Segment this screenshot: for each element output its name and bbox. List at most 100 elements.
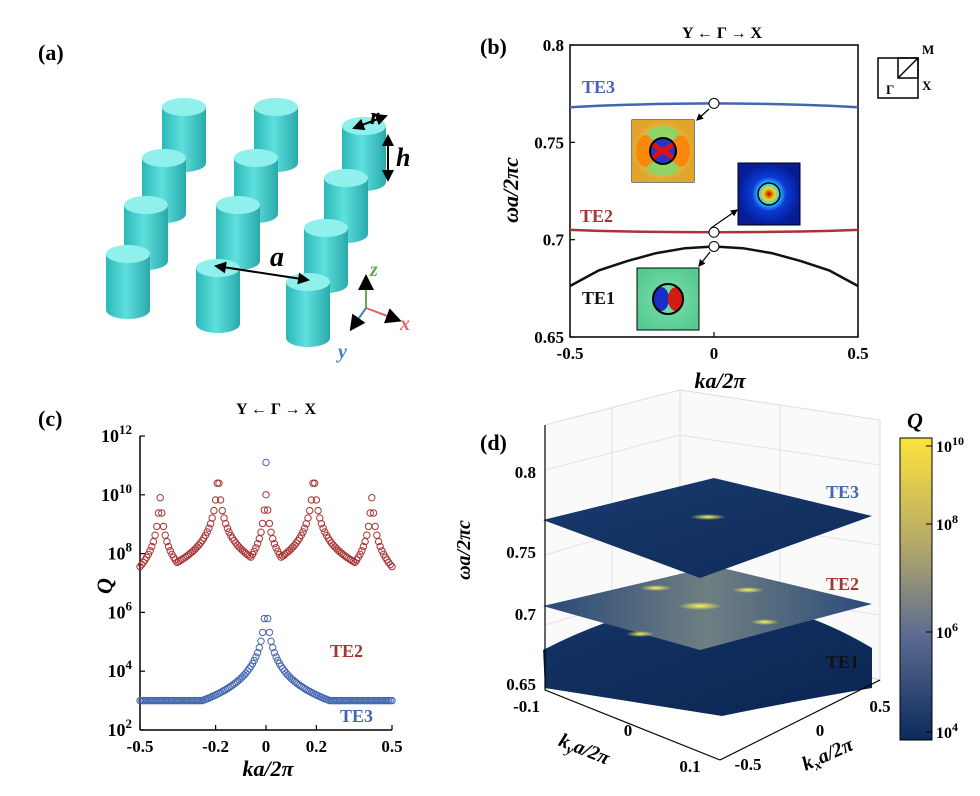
- cylinder-top: [342, 117, 386, 135]
- height-label: h: [396, 143, 410, 172]
- c-ytick-label-5: 102: [108, 716, 133, 740]
- c-point-te2: [245, 552, 253, 560]
- c-point-te2: [154, 509, 163, 517]
- te2-label-b: TE2: [580, 206, 613, 226]
- c-point-te2: [208, 514, 216, 522]
- c-point-te2: [161, 531, 169, 539]
- c-point-te2: [255, 535, 263, 543]
- c-point-te2: [306, 506, 314, 515]
- c-xtick-label-2: 0: [262, 737, 271, 756]
- c-xtick-label-1: -0.2: [202, 737, 229, 756]
- te1-field-inset: [636, 267, 700, 331]
- radius-label: r: [370, 104, 380, 130]
- lattice-constant-label: a: [270, 242, 284, 273]
- c-point-te2: [299, 528, 307, 536]
- bz-gamma-label: Γ: [886, 82, 894, 97]
- c-xtick-label-4: 0.5: [381, 737, 402, 756]
- c-point-te2: [366, 509, 374, 517]
- c-ytick-label-1: 1010: [101, 481, 132, 505]
- ylabel-d: kya/2π: [555, 729, 614, 772]
- c-point-te2: [216, 496, 225, 504]
- b-ytick-label-3: 0.8: [543, 36, 564, 55]
- c-point-te2: [314, 506, 322, 515]
- kx-tick-2: -0.5: [735, 755, 762, 774]
- c-xtick-label-3: 0.2: [306, 737, 327, 756]
- c-point-te2: [260, 506, 268, 514]
- cylinder-top: [234, 149, 278, 167]
- c-point-te3: [260, 614, 268, 623]
- c-point-te3: [270, 649, 279, 657]
- c-point-te2: [319, 524, 327, 532]
- panel-label-d: (d): [480, 430, 507, 455]
- kx-tick-1: 0: [816, 721, 825, 740]
- te1-label-d: TE1: [826, 652, 859, 672]
- cylinder-side: [286, 282, 330, 347]
- c-point-te2: [304, 514, 312, 522]
- bz-x-label: X: [922, 78, 932, 93]
- colorbar-tick-label-3: 104: [936, 720, 958, 742]
- c-point-te2: [270, 540, 279, 548]
- c-point-te2: [163, 537, 171, 546]
- c-point-te2: [374, 537, 383, 546]
- c-point-te3: [252, 653, 260, 661]
- c-point-te2: [151, 531, 159, 539]
- cylinder-side: [216, 205, 260, 270]
- cylinder-top: [324, 169, 368, 187]
- kx-axis: [719, 679, 881, 761]
- c-point-te2: [376, 542, 384, 551]
- panel-label-c: (c): [38, 406, 62, 431]
- z-tick-2: 0.7: [515, 605, 537, 624]
- c-point-te2: [218, 506, 227, 515]
- c-point-te3: [265, 628, 274, 637]
- c-ytick-label-4: 104: [108, 657, 133, 681]
- xlabel-c: ka/2π: [242, 756, 294, 781]
- c-point-te2: [371, 522, 379, 531]
- c-point-te2: [368, 494, 376, 502]
- c-point-te2: [272, 544, 280, 552]
- c-point-te2: [363, 531, 371, 539]
- cylinder-top: [106, 245, 150, 263]
- c-point-te2: [158, 509, 166, 517]
- kx-tick-0: 0.5: [869, 697, 890, 716]
- x-axis-arrow: [365, 307, 402, 324]
- c-point-te2: [146, 547, 154, 555]
- c-point-te2: [164, 542, 173, 551]
- panel-label-a: (a): [38, 40, 64, 65]
- colorbar-tick-label-2: 106: [936, 620, 958, 642]
- te3-label-b: TE3: [582, 77, 615, 97]
- b-curve-te1: [569, 245, 859, 288]
- cylinder-top: [216, 196, 260, 214]
- c-point-te2: [300, 524, 309, 532]
- colorbar: [899, 437, 933, 741]
- panel-d-3d-surfaces: TE3 TE2 TE1 0.8 0.75 0.7 0.65 ωa/2πc -0.…: [453, 389, 964, 778]
- radius-arrow: [352, 113, 388, 131]
- c-point-te2: [253, 540, 262, 548]
- te3-label-c: TE3: [340, 706, 373, 726]
- c-point-te3: [250, 656, 258, 665]
- c-point-te2: [211, 496, 220, 504]
- panel-b-band-diagram: Y ← Γ → X ka/2π ωa/2πc -0.5 0 0.5 0.65 0.7 0.…: [498, 25, 934, 393]
- c-point-te2: [203, 528, 211, 536]
- c-point-te3: [257, 637, 265, 645]
- c-point-te2: [196, 539, 205, 547]
- cylinder-top: [286, 273, 330, 291]
- c-point-te2: [222, 520, 230, 528]
- c-point-te2: [386, 560, 394, 569]
- te2-bic-glow-1: [640, 585, 672, 591]
- b-xtick-label-2: 0.5: [847, 344, 868, 363]
- c-point-te2: [153, 522, 161, 531]
- c-point-te2: [257, 528, 265, 536]
- ky-tick-0: -0.1: [513, 697, 540, 716]
- z-tick-0: 0.8: [515, 463, 536, 482]
- title-c: Y ← Γ → X: [236, 401, 317, 418]
- c-point-te2: [148, 542, 156, 551]
- c-point-te2: [210, 506, 218, 515]
- c-point-te2: [215, 479, 223, 487]
- c-point-te2: [369, 509, 378, 517]
- ky-tick-1: 0: [624, 721, 633, 740]
- c-point-te2: [373, 531, 381, 539]
- te3-surface: [543, 478, 872, 578]
- c-point-te2: [264, 506, 272, 514]
- cylinder-7: [216, 196, 260, 270]
